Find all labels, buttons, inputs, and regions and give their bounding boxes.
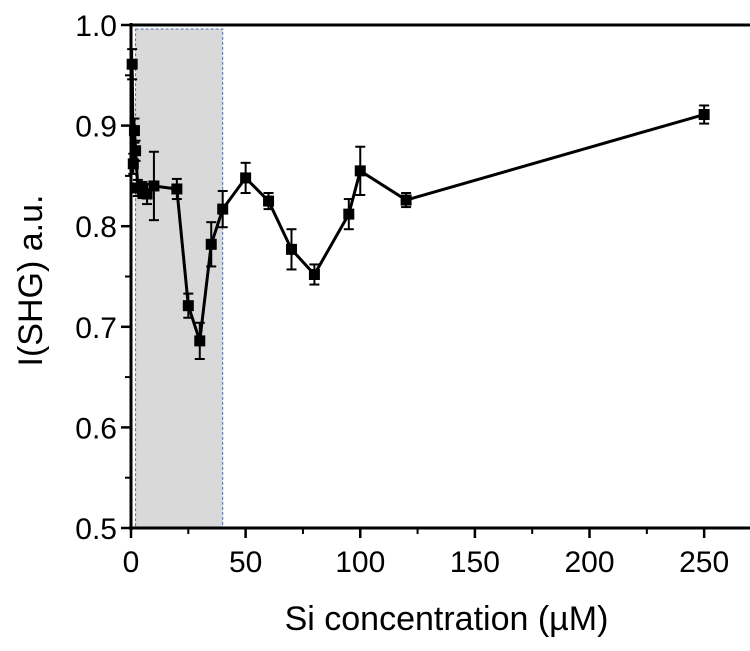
data-point (263, 195, 275, 207)
data-point (285, 243, 297, 255)
y-axis-ticks: 0.5 0.6 0.7 0.8 0.9 1.0 (75, 10, 131, 546)
x-tick-label: 50 (229, 546, 262, 579)
shaded-region (135, 28, 224, 529)
x-tick-label: 0 (123, 546, 140, 579)
x-tick-label: 250 (679, 546, 729, 579)
x-tick-label: 200 (564, 546, 614, 579)
x-axis-ticks: 0 50 100 150 200 250 (123, 528, 729, 579)
data-point (217, 203, 229, 215)
y-axis-title: I(SHG) a.u. (12, 195, 50, 367)
x-axis-title: Si concentration (µM) (285, 600, 609, 638)
data-point (698, 109, 710, 121)
data-point (127, 158, 139, 170)
y-tick-label: 0.6 (75, 412, 117, 445)
data-point (130, 145, 142, 157)
data-point (308, 268, 320, 280)
shaded-region-layer (135, 28, 224, 529)
y-tick-label: 0.9 (75, 111, 117, 144)
y-tick-label: 1.0 (75, 10, 117, 43)
data-point (400, 194, 412, 206)
x-tick-label: 100 (335, 546, 385, 579)
data-point (148, 180, 160, 192)
data-point (141, 188, 153, 200)
data-point (126, 58, 138, 70)
y-tick-label: 0.7 (75, 312, 117, 345)
data-point (240, 172, 252, 184)
data-point (128, 125, 140, 137)
y-tick-label: 0.8 (75, 211, 117, 244)
data-point (354, 165, 366, 177)
data-point (205, 238, 217, 250)
data-point (194, 335, 206, 347)
data-point (171, 183, 183, 195)
x-tick-label: 150 (450, 546, 500, 579)
y-tick-label: 0.5 (75, 513, 117, 546)
data-point (182, 300, 194, 312)
data-series (126, 48, 710, 360)
data-point (343, 208, 355, 220)
